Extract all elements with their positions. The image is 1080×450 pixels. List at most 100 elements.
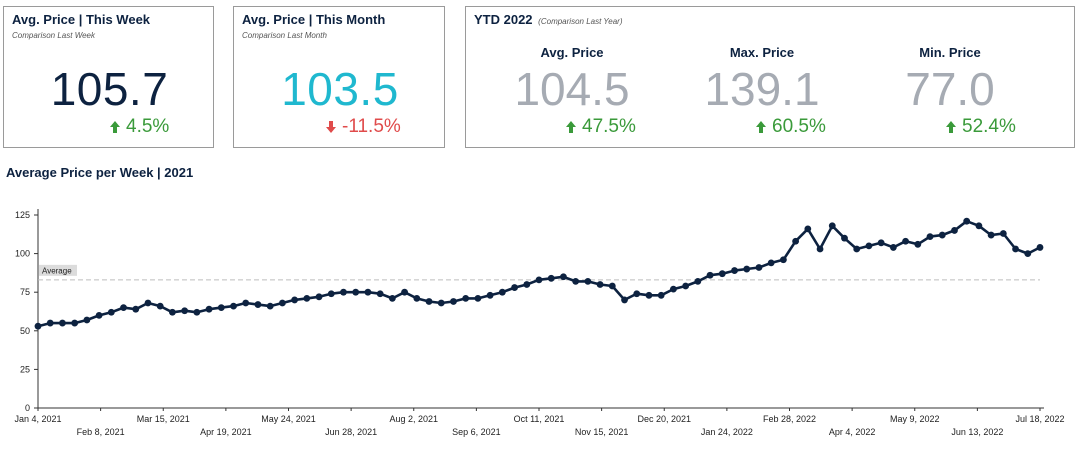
- weekly-price-line-chart: 0 25 50 75 100 125 Average Jan 4, 2021 Feb 8, 20…: [14, 209, 1065, 437]
- x-tick-label: Aug 2, 2021: [389, 414, 438, 424]
- chart-title: Average Price per Week | 2021: [6, 165, 194, 180]
- data-point: [144, 299, 152, 307]
- data-point: [877, 239, 885, 247]
- data-point: [584, 277, 592, 285]
- data-point: [608, 282, 616, 290]
- data-point: [743, 265, 751, 273]
- data-point: [156, 302, 164, 310]
- data-point: [132, 305, 140, 313]
- data-point: [792, 237, 800, 245]
- data-point: [535, 276, 543, 284]
- arrow-up-icon: [566, 121, 576, 133]
- average-label-bg: [39, 264, 77, 276]
- x-tick-label: Oct 11, 2021: [514, 414, 565, 424]
- data-point: [46, 319, 54, 327]
- card-week-subtitle: Comparison Last Week: [12, 31, 95, 40]
- x-tick-label: Mar 15, 2021: [137, 414, 190, 424]
- x-tick-label: May 9, 2022: [890, 414, 940, 424]
- ytd-max-delta: 60.5%: [756, 116, 826, 138]
- data-point: [181, 307, 189, 315]
- data-point: [718, 270, 726, 278]
- card-month: Avg. Price | This Month Comparison Last …: [233, 6, 445, 148]
- data-point: [34, 322, 42, 330]
- x-tick-label: Jul 18, 2022: [1015, 414, 1064, 424]
- data-point: [938, 231, 946, 239]
- ytd-max-delta-text: 60.5%: [772, 116, 826, 137]
- card-ytd-title: YTD 2022 (Comparison Last Year): [474, 12, 623, 27]
- x-tick-label: Jan 4, 2021: [14, 414, 61, 424]
- data-point: [193, 308, 201, 316]
- data-point: [254, 301, 262, 308]
- card-week-delta-text: 4.5%: [126, 116, 170, 137]
- data-point: [963, 217, 971, 225]
- x-tick-label: Feb 8, 2021: [77, 427, 125, 437]
- data-point: [217, 304, 225, 312]
- y-tick-label: 25: [20, 364, 30, 374]
- data-point: [596, 281, 604, 288]
- ytd-max-label: Max. Price: [729, 45, 795, 60]
- data-point: [486, 291, 494, 299]
- data-point: [547, 274, 555, 282]
- ytd-subtitle: (Comparison Last Year): [538, 17, 623, 26]
- price-line: [37, 219, 1041, 328]
- data-point: [376, 290, 384, 298]
- data-point: [364, 288, 372, 296]
- card-week: Avg. Price | This Week Comparison Last W…: [3, 6, 214, 148]
- ytd-title: YTD 2022: [474, 12, 533, 27]
- arrow-up-icon: [756, 121, 766, 133]
- data-point: [828, 222, 836, 230]
- data-point: [425, 298, 433, 305]
- arrow-down-icon: [326, 121, 336, 133]
- data-point: [450, 298, 457, 305]
- data-point: [388, 294, 396, 302]
- data-point: [951, 227, 958, 234]
- data-point: [657, 291, 665, 299]
- x-tick-label: Apr 4, 2022: [829, 427, 876, 437]
- x-tick-label: Nov 15, 2021: [575, 427, 629, 437]
- data-point: [511, 284, 518, 291]
- data-point: [1036, 244, 1044, 251]
- data-point: [682, 282, 690, 290]
- y-tick-label: 100: [15, 249, 30, 259]
- data-point: [1024, 250, 1032, 257]
- data-point: [95, 311, 103, 319]
- data-point: [315, 293, 323, 301]
- data-point: [755, 264, 763, 271]
- data-point: [804, 225, 812, 233]
- card-week-title: Avg. Price | This Week: [12, 12, 151, 27]
- ytd-avg-delta-text: 47.5%: [582, 116, 636, 137]
- card-month-delta: -11.5%: [326, 116, 401, 138]
- data-point: [572, 277, 580, 285]
- card-month-value: 103.5: [281, 63, 399, 115]
- data-point: [120, 304, 127, 312]
- arrow-up-icon: [110, 121, 120, 133]
- data-point: [621, 296, 628, 304]
- data-point: [999, 230, 1007, 237]
- x-tick-label: Dec 20, 2021: [637, 414, 691, 424]
- data-point: [169, 308, 176, 316]
- y-tick-label: 75: [20, 287, 30, 297]
- data-point: [523, 281, 531, 288]
- data-point: [230, 302, 237, 310]
- data-point: [83, 316, 91, 324]
- data-point: [107, 308, 115, 316]
- ytd-avg-delta: 47.5%: [566, 116, 636, 138]
- ytd-avg-label: Avg. Price: [540, 45, 604, 60]
- data-point: [670, 285, 677, 293]
- card-week-delta: 4.5%: [110, 116, 169, 138]
- y-tick-label: 0: [25, 403, 30, 413]
- data-point: [340, 288, 347, 296]
- ytd-min-label: Min. Price: [919, 45, 981, 60]
- data-point: [437, 299, 445, 307]
- data-point: [327, 290, 335, 298]
- card-week-value: 105.7: [50, 63, 169, 115]
- data-point: [205, 305, 213, 313]
- data-point: [266, 302, 274, 310]
- ytd-min-value: 77.0: [905, 63, 995, 115]
- data-point: [853, 245, 861, 253]
- data-point: [560, 273, 567, 281]
- card-month-subtitle: Comparison Last Month: [242, 31, 327, 40]
- x-tick-label: May 24, 2021: [261, 414, 316, 424]
- ytd-avg-value: 104.5: [514, 63, 630, 115]
- ytd-max-value: 139.1: [704, 63, 820, 115]
